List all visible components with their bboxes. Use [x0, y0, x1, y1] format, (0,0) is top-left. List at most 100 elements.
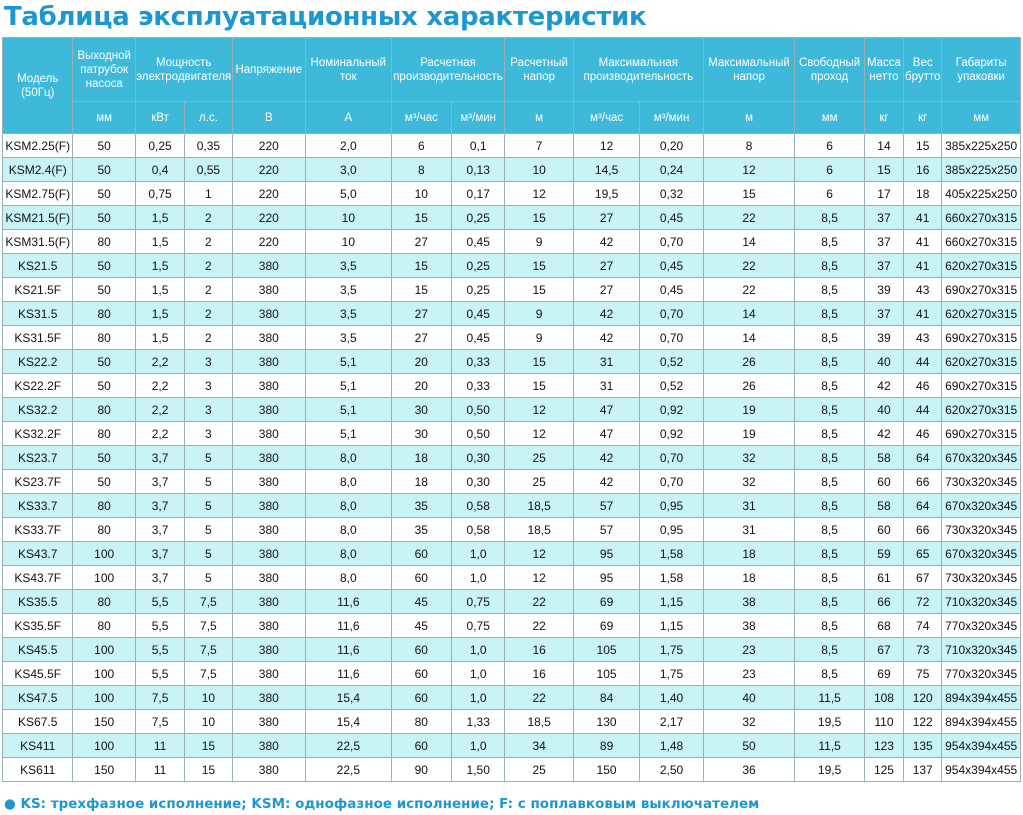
value-cell: 8,0 [305, 541, 392, 566]
table-row: KS22.2 50 2,2 3 380 5,1 20 0,33 15 31 0,52 26 8,5 40 4… [1, 349, 1021, 374]
value-cell: 770x320x345 [941, 661, 1021, 686]
value-cell: 16 [504, 637, 574, 662]
value-cell: 660x270x315 [941, 205, 1021, 230]
value-cell: 100 [72, 685, 136, 710]
value-cell: 35 [390, 493, 453, 518]
value-cell: 67 [903, 565, 943, 590]
value-cell: 18,5 [504, 493, 574, 518]
unit-cell: мм [941, 101, 1021, 134]
column-header: Выходной патрубок насоса [72, 37, 136, 102]
table-row: KSM2.75(F) 50 0,75 1 220 5,0 10 0,17 12 19,5 0,32 1… [1, 181, 1021, 206]
value-cell: 27 [572, 253, 641, 278]
value-cell: 45 [390, 589, 453, 614]
value-cell: 5,1 [305, 373, 392, 398]
value-cell: 22 [702, 277, 796, 302]
value-cell: 670x320x345 [941, 445, 1021, 470]
value-cell: 36 [702, 757, 796, 782]
value-cell: 0,20 [639, 133, 704, 158]
model-cell: KS33.7 [1, 493, 74, 518]
unit-cell: кВт [134, 101, 186, 134]
value-cell: 0,70 [639, 445, 704, 470]
value-cell: 1,50 [451, 757, 506, 782]
value-cell: 2 [184, 253, 233, 278]
value-cell: 5 [184, 517, 233, 542]
unit-cell: мм [72, 101, 136, 134]
value-cell: 660x270x315 [941, 229, 1021, 254]
table-row: KS21.5F 50 1,5 2 380 3,5 15 0,25 15 27 0,45 22 8,5 39… [1, 277, 1021, 302]
table-row: KS67.5 150 7,5 10 380 15,4 80 1,33 18,5 130 2,17 32… [1, 709, 1021, 734]
value-cell: 100 [72, 565, 136, 590]
value-cell: 0,24 [639, 157, 704, 182]
value-cell: 380 [231, 589, 307, 614]
value-cell: 130 [572, 709, 641, 734]
value-cell: 710x320x345 [941, 637, 1021, 662]
value-cell: 60 [390, 637, 453, 662]
value-cell: 7,5 [134, 709, 186, 734]
value-cell: 3,5 [305, 277, 392, 302]
value-cell: 42 [572, 469, 641, 494]
unit-cell: кг [903, 101, 943, 134]
value-cell: 1,5 [134, 301, 186, 326]
value-cell: 5,1 [305, 397, 392, 422]
value-cell: 17 [863, 181, 905, 206]
value-cell: 41 [903, 301, 943, 326]
value-cell: 95 [572, 565, 641, 590]
value-cell: 730x320x345 [941, 517, 1021, 542]
value-cell: 105 [572, 637, 641, 662]
value-cell: 7 [504, 133, 574, 158]
value-cell: 3,7 [134, 469, 186, 494]
value-cell: 770x320x345 [941, 613, 1021, 638]
value-cell: 35 [390, 517, 453, 542]
value-cell: 8,5 [794, 229, 865, 254]
table-row: KSM21.5(F) 50 1,5 2 220 10 15 0,25 15 27 0,45 22 8,5… [1, 205, 1021, 230]
value-cell: 690x270x315 [941, 325, 1021, 350]
value-cell: 43 [903, 325, 943, 350]
value-cell: 14 [702, 229, 796, 254]
value-cell: 6 [794, 157, 865, 182]
value-cell: 69 [572, 613, 641, 638]
value-cell: 150 [72, 709, 136, 734]
value-cell: 8,5 [794, 325, 865, 350]
value-cell: 23 [702, 637, 796, 662]
value-cell: 64 [903, 445, 943, 470]
value-cell: 15 [390, 277, 453, 302]
value-cell: 380 [231, 613, 307, 638]
unit-cell: мм [794, 101, 865, 134]
value-cell: 22 [702, 205, 796, 230]
value-cell: 46 [903, 421, 943, 446]
value-cell: 0,35 [184, 133, 233, 158]
value-cell: 10 [184, 709, 233, 734]
value-cell: 6 [794, 181, 865, 206]
value-cell: 80 [72, 517, 136, 542]
value-cell: 1,5 [134, 229, 186, 254]
value-cell: 8,5 [794, 301, 865, 326]
value-cell: 44 [903, 397, 943, 422]
value-cell: 8,5 [794, 493, 865, 518]
value-cell: 8,5 [794, 445, 865, 470]
unit-cell: л.с. [184, 101, 233, 134]
value-cell: 11,5 [794, 685, 865, 710]
value-cell: 620x270x315 [941, 397, 1021, 422]
value-cell: 32 [702, 709, 796, 734]
model-cell: KS611 [1, 757, 74, 782]
value-cell: 25 [504, 445, 574, 470]
value-cell: 30 [390, 397, 453, 422]
value-cell: 22,5 [305, 733, 392, 758]
value-cell: 19,5 [572, 181, 641, 206]
value-cell: 0,45 [451, 325, 506, 350]
value-cell: 385x225x250 [941, 133, 1021, 158]
value-cell: 80 [72, 301, 136, 326]
page-title: Таблица эксплуатационных характеристик [4, 2, 647, 32]
value-cell: 730x320x345 [941, 565, 1021, 590]
value-cell: 10 [305, 205, 392, 230]
value-cell: 11,6 [305, 589, 392, 614]
value-cell: 50 [72, 469, 136, 494]
value-cell: 0,70 [639, 229, 704, 254]
header-row: Модель (50Гц) Выходной патрубок насоса Мощ… [1, 37, 1021, 134]
value-cell: 1,0 [451, 685, 506, 710]
value-cell: 89 [572, 733, 641, 758]
value-cell: 1,48 [639, 733, 704, 758]
value-cell: 5 [184, 541, 233, 566]
model-cell: KS45.5F [1, 661, 74, 686]
value-cell: 66 [863, 589, 905, 614]
